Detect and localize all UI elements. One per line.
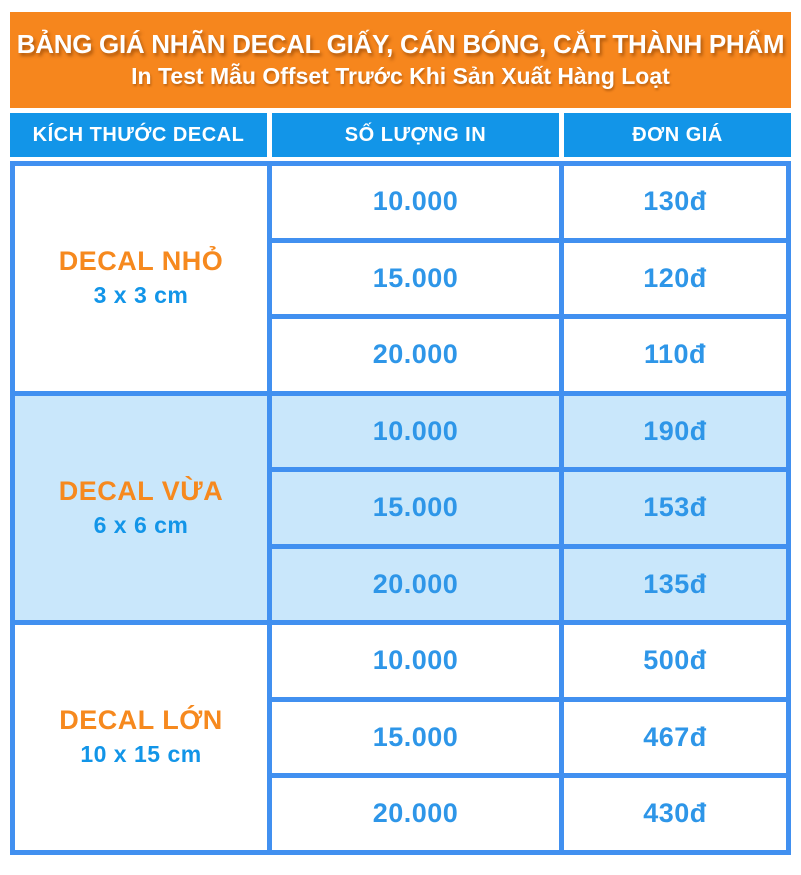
price-cell: 120đ [564,242,786,314]
quantity-value: 20.000 [372,339,459,370]
price-value: 430đ [643,798,707,829]
price-value: 153đ [643,492,707,523]
column-header-size: KÍCH THƯỚC DECAL [10,113,267,157]
group-label-decal-lon: DECAL LỚN 10 x 15 cm [15,625,267,850]
quantity-cell: 15.000 [272,242,559,314]
quantity-cell: 20.000 [272,548,559,620]
column-header-quantity: SỐ LƯỢNG IN [272,113,559,157]
quantity-cell: 15.000 [272,701,559,773]
banner: BẢNG GIÁ NHÃN DECAL GIẤY, CÁN BÓNG, CẮT … [10,12,791,108]
quantity-value: 10.000 [372,415,459,446]
price-value: 500đ [643,645,707,676]
price-cell: 130đ [564,166,786,238]
group-name: DECAL NHỎ [58,246,224,277]
quantity-value: 10.000 [372,645,459,676]
column-header-price: ĐƠN GIÁ [564,113,791,157]
price-table: DECAL NHỎ 3 x 3 cm 10.000 130đ 15.000 12… [10,161,791,855]
price-cell: 190đ [564,395,786,467]
price-value: 190đ [643,415,707,446]
price-value: 130đ [643,186,707,217]
price-cell: 430đ [564,778,786,850]
price-cell: 153đ [564,472,786,544]
price-value: 110đ [643,339,707,370]
price-cell: 467đ [564,701,786,773]
quantity-value: 20.000 [372,568,459,599]
price-list-poster: BẢNG GIÁ NHÃN DECAL GIẤY, CÁN BÓNG, CẮT … [10,12,791,855]
group-label-decal-nho: DECAL NHỎ 3 x 3 cm [15,166,267,391]
quantity-value: 15.000 [372,721,459,752]
group-size: 3 x 3 cm [93,282,189,309]
quantity-value: 10.000 [372,186,459,217]
quantity-cell: 20.000 [272,778,559,850]
quantity-value: 15.000 [372,262,459,293]
group-name: DECAL LỚN [59,705,223,736]
quantity-cell: 20.000 [272,319,559,391]
quantity-value: 15.000 [372,492,459,523]
price-cell: 110đ [564,319,786,391]
price-value: 120đ [643,262,707,293]
quantity-cell: 15.000 [272,472,559,544]
price-value: 135đ [643,568,707,599]
group-size: 10 x 15 cm [80,741,202,768]
poster-subtitle: In Test Mẫu Offset Trước Khi Sản Xuất Hà… [131,63,670,90]
group-label-decal-vua: DECAL VỪA 6 x 6 cm [15,395,267,620]
quantity-value: 20.000 [372,798,459,829]
poster-title: BẢNG GIÁ NHÃN DECAL GIẤY, CÁN BÓNG, CẮT … [16,28,785,59]
price-value: 467đ [643,721,707,752]
quantity-cell: 10.000 [272,395,559,467]
group-size: 6 x 6 cm [93,511,189,538]
price-cell: 500đ [564,625,786,697]
quantity-cell: 10.000 [272,166,559,238]
quantity-cell: 10.000 [272,625,559,697]
group-name: DECAL VỪA [58,475,224,506]
price-cell: 135đ [564,548,786,620]
table-header-row: KÍCH THƯỚC DECAL SỐ LƯỢNG IN ĐƠN GIÁ [10,113,791,157]
